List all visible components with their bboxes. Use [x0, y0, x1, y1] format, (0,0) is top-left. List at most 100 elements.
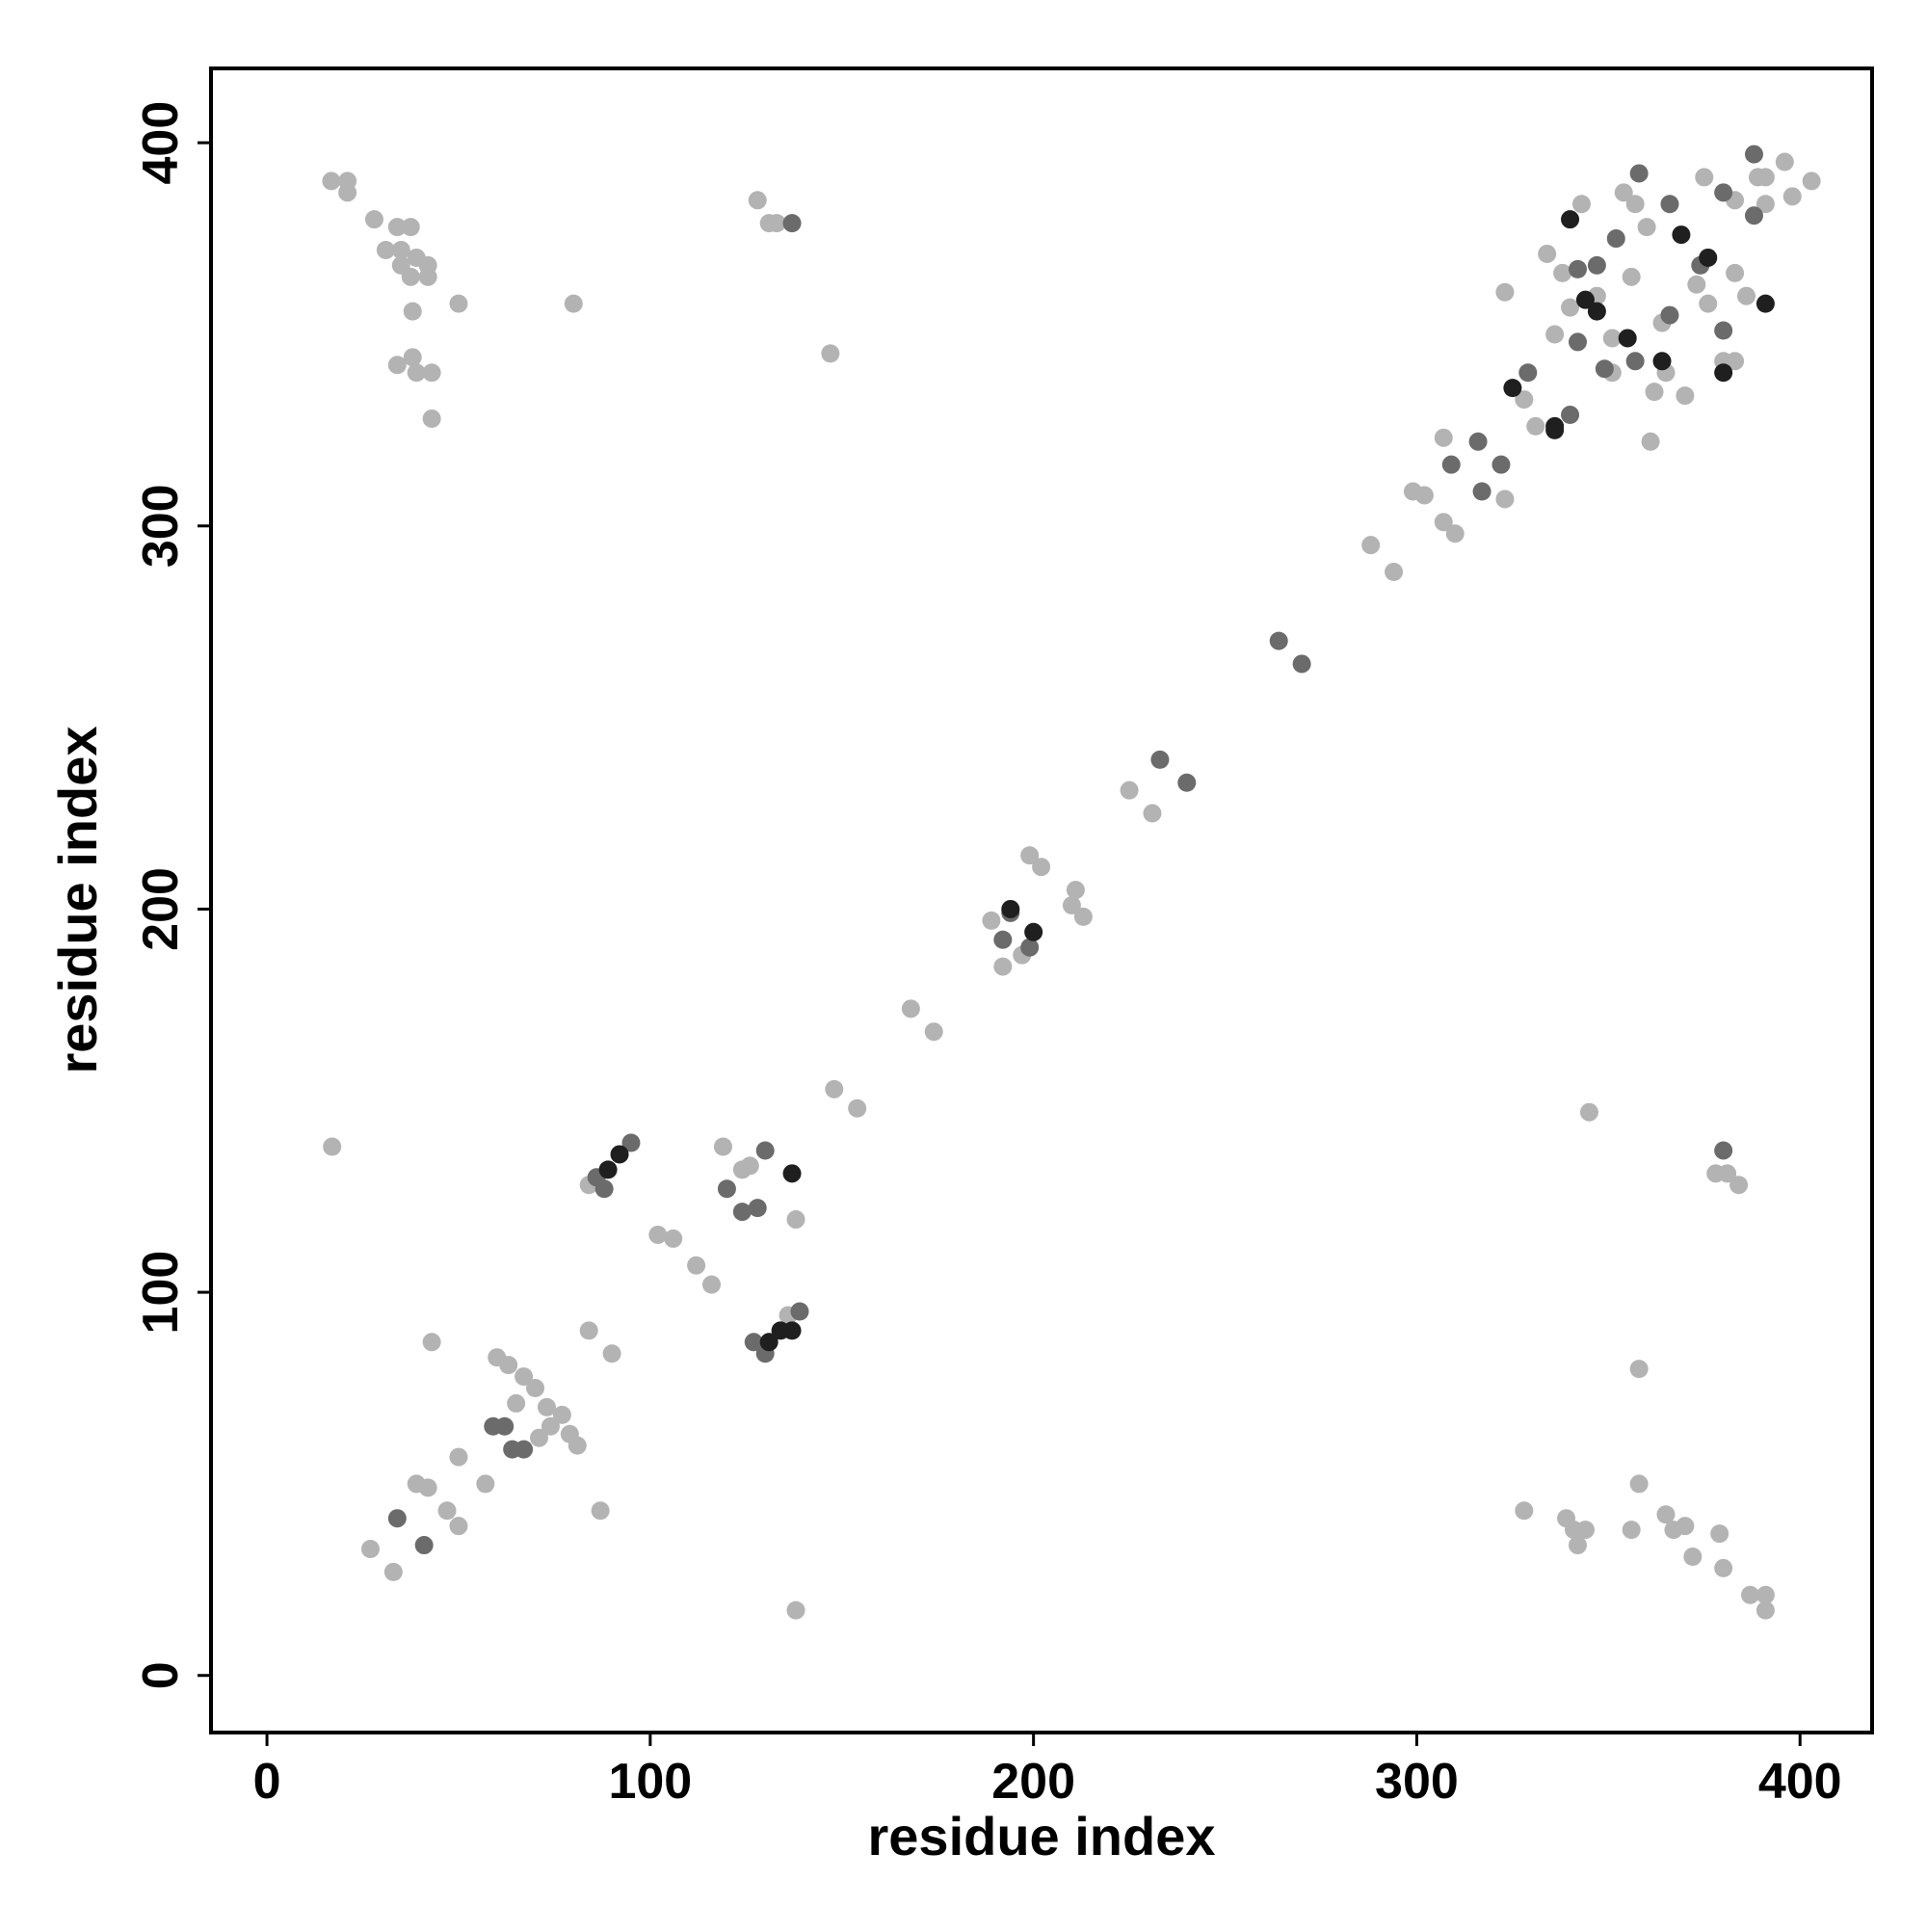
point — [1695, 168, 1714, 187]
point — [732, 1203, 752, 1222]
point — [1441, 455, 1461, 474]
point — [1614, 183, 1633, 202]
point — [530, 1428, 549, 1447]
x-tick-label: 100 — [608, 1754, 692, 1810]
point — [338, 183, 357, 202]
point — [1622, 1521, 1641, 1540]
point — [1676, 1517, 1695, 1536]
point — [825, 1079, 844, 1098]
point — [568, 1436, 587, 1455]
point — [1569, 259, 1588, 278]
point — [1710, 1524, 1729, 1544]
point — [1545, 325, 1565, 344]
point — [687, 1256, 706, 1275]
point — [552, 1405, 571, 1424]
point — [1714, 363, 1733, 383]
point — [1629, 1474, 1649, 1494]
point — [1775, 152, 1794, 172]
y-tick-label: 0 — [133, 1661, 189, 1689]
point — [1361, 536, 1381, 555]
point — [1641, 432, 1660, 451]
point — [449, 294, 468, 313]
point — [401, 218, 420, 237]
point — [1120, 781, 1139, 800]
point — [982, 911, 1001, 930]
point — [993, 930, 1013, 949]
point — [1645, 383, 1664, 402]
point — [993, 957, 1013, 976]
point — [499, 1356, 518, 1375]
point — [1032, 858, 1051, 877]
point — [407, 363, 426, 383]
point — [1606, 229, 1625, 249]
point — [786, 1601, 805, 1620]
point — [1445, 524, 1465, 543]
point — [1660, 195, 1679, 214]
y-tick-label: 400 — [133, 101, 189, 185]
point — [1561, 210, 1580, 229]
point — [591, 1501, 610, 1521]
point — [1569, 1536, 1588, 1555]
point — [1020, 846, 1040, 865]
point — [387, 1509, 407, 1528]
point — [364, 210, 383, 229]
point — [1755, 294, 1775, 313]
point — [1802, 172, 1821, 191]
point — [1073, 907, 1093, 926]
point — [1177, 773, 1197, 792]
point — [1625, 352, 1645, 371]
point — [1561, 298, 1580, 317]
point — [323, 1137, 342, 1156]
point — [1066, 881, 1085, 900]
point — [564, 294, 583, 313]
x-tick-label: 300 — [1375, 1754, 1459, 1810]
point — [1143, 804, 1162, 823]
point — [901, 999, 920, 1019]
point — [1726, 263, 1745, 282]
point — [602, 1344, 621, 1363]
point — [621, 1133, 641, 1152]
point — [526, 1379, 545, 1398]
point — [1553, 263, 1572, 282]
y-tick-label: 200 — [133, 867, 189, 951]
point — [1434, 428, 1453, 447]
point — [1062, 895, 1081, 914]
point — [1561, 405, 1580, 424]
point — [1292, 654, 1311, 674]
point — [1269, 631, 1288, 650]
point — [1755, 195, 1775, 214]
point — [1618, 329, 1637, 348]
point — [1024, 922, 1043, 941]
point — [1150, 750, 1170, 769]
point — [1575, 290, 1595, 309]
point — [1714, 1558, 1733, 1577]
point — [1729, 1176, 1749, 1195]
point — [1602, 329, 1622, 348]
point — [437, 1501, 457, 1521]
point — [1755, 1585, 1775, 1604]
point — [782, 1321, 802, 1340]
point — [1625, 195, 1645, 214]
y-axis-title: residue index — [47, 726, 108, 1073]
x-tick-label: 200 — [991, 1754, 1075, 1810]
point — [1571, 195, 1591, 214]
point — [740, 1156, 759, 1176]
point — [418, 1478, 437, 1497]
point — [541, 1416, 560, 1436]
point — [1622, 267, 1641, 286]
point — [664, 1229, 683, 1248]
point — [594, 1179, 614, 1199]
point — [1001, 899, 1020, 918]
point — [1579, 1102, 1598, 1122]
point — [387, 356, 407, 375]
point — [1434, 513, 1453, 532]
point — [1714, 183, 1733, 202]
point — [748, 1199, 767, 1218]
y-tick-label: 300 — [133, 484, 189, 568]
point — [476, 1474, 495, 1494]
point — [401, 267, 420, 286]
point — [507, 1393, 526, 1413]
point — [1744, 145, 1763, 164]
point — [537, 1397, 556, 1416]
point — [1385, 563, 1404, 582]
